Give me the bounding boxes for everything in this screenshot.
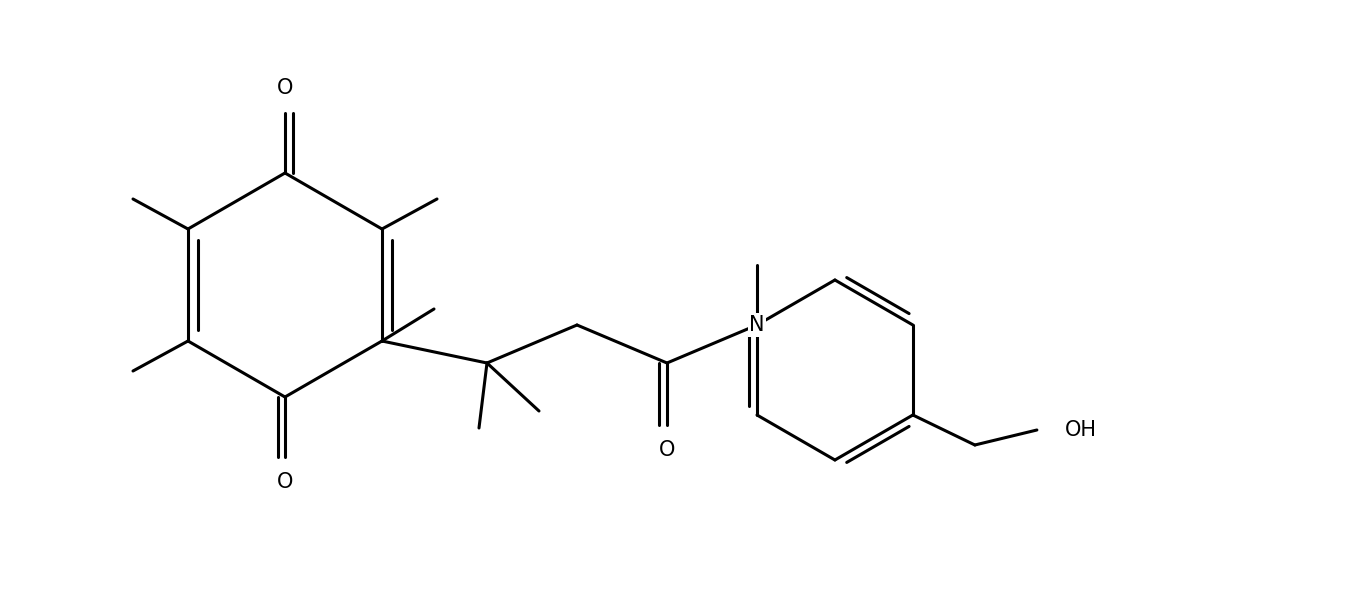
Text: N: N — [750, 315, 765, 335]
Text: OH: OH — [1065, 420, 1097, 440]
Text: O: O — [277, 472, 293, 492]
Text: O: O — [277, 78, 293, 98]
Text: O: O — [658, 440, 675, 460]
